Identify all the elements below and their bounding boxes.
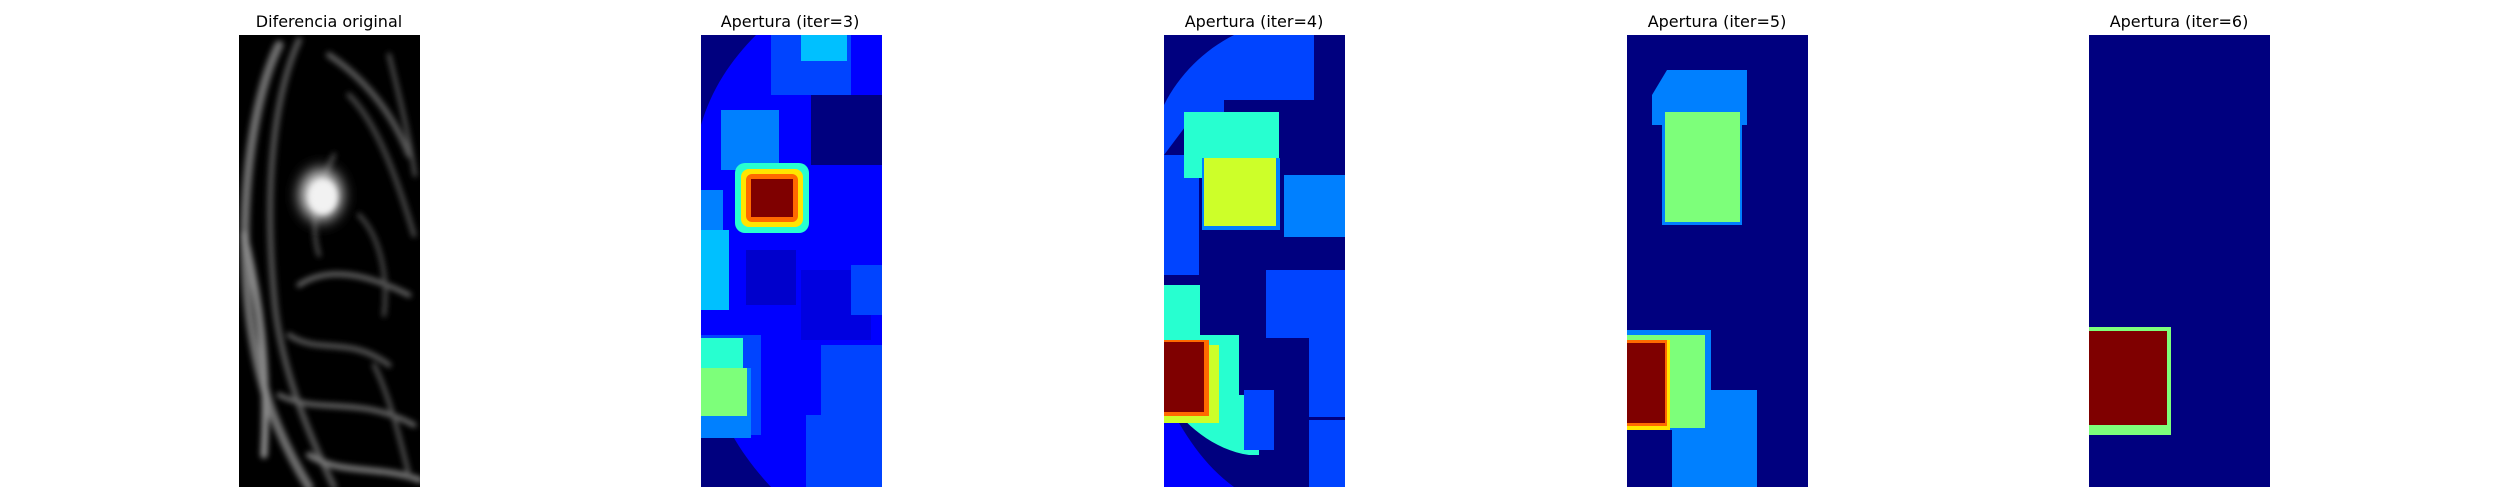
opening-map-iter3: [701, 35, 882, 487]
opening-map-iter5: [1627, 35, 1808, 487]
panel-title-iter4: Apertura (iter=4): [1184, 12, 1324, 31]
image-panel-iter4: [1164, 35, 1345, 487]
panel-title-iter6: Apertura (iter=6): [2109, 12, 2249, 31]
panel-title-iter3: Apertura (iter=3): [720, 12, 860, 31]
image-panel-iter5: [1627, 35, 1808, 487]
image-panel-iter6: [2089, 35, 2270, 487]
opening-map-iter4: [1164, 35, 1345, 487]
image-panel-original: [239, 35, 420, 487]
panel-title-original: Diferencia original: [255, 12, 403, 31]
panel-title-iter5: Apertura (iter=5): [1647, 12, 1787, 31]
grayscale-difference-image: [239, 35, 420, 487]
image-panel-iter3: [701, 35, 882, 487]
opening-map-iter6: [2089, 35, 2270, 487]
